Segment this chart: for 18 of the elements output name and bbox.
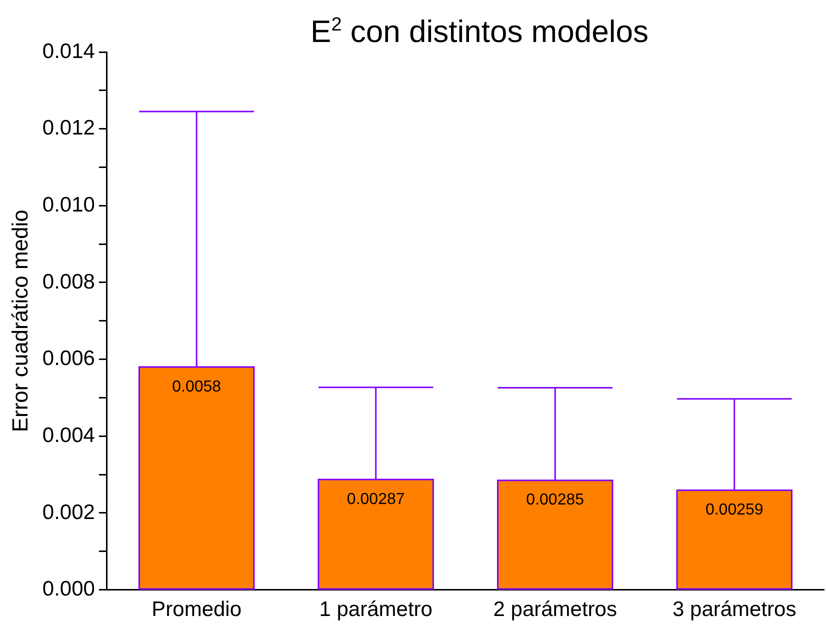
y-tick-label: 0.012 xyxy=(42,116,95,140)
y-tick-label: 0.014 xyxy=(42,40,96,63)
y-tick-label: 0.000 xyxy=(42,578,95,601)
x-tick-label: Promedio xyxy=(152,598,242,622)
y-tick-label: 0.002 xyxy=(42,500,95,524)
y-axis-title: Error cuadrático medio xyxy=(7,210,32,432)
y-tick-label: 0.008 xyxy=(42,270,95,294)
data-label: 0.00285 xyxy=(526,492,584,509)
x-tick-label: 2 parámetros xyxy=(493,598,617,622)
data-label: 0.0058 xyxy=(172,378,222,396)
x-tick-label: 1 parámetro xyxy=(319,598,432,622)
y-tick-label: 0.010 xyxy=(42,193,95,216)
data-label: 0.00287 xyxy=(346,490,405,508)
y-tick-label: 0.004 xyxy=(42,424,96,447)
x-tick-label: 3 parámetros xyxy=(672,598,796,622)
y-tick-label: 0.006 xyxy=(42,347,95,370)
chart-title: E$^{2}$ con distintos modelos xyxy=(310,14,650,50)
data-label: 0.00259 xyxy=(705,502,764,519)
